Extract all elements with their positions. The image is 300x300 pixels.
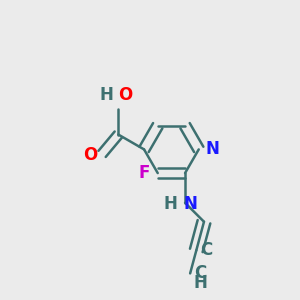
Text: C: C: [200, 241, 212, 259]
Text: H: H: [99, 86, 113, 104]
Text: H: H: [194, 274, 208, 292]
Text: O: O: [83, 146, 98, 164]
Text: C: C: [194, 263, 206, 281]
Text: O: O: [118, 86, 132, 104]
Text: N: N: [205, 140, 219, 158]
Text: H: H: [164, 195, 178, 213]
Text: N: N: [184, 195, 197, 213]
Text: F: F: [139, 164, 150, 182]
